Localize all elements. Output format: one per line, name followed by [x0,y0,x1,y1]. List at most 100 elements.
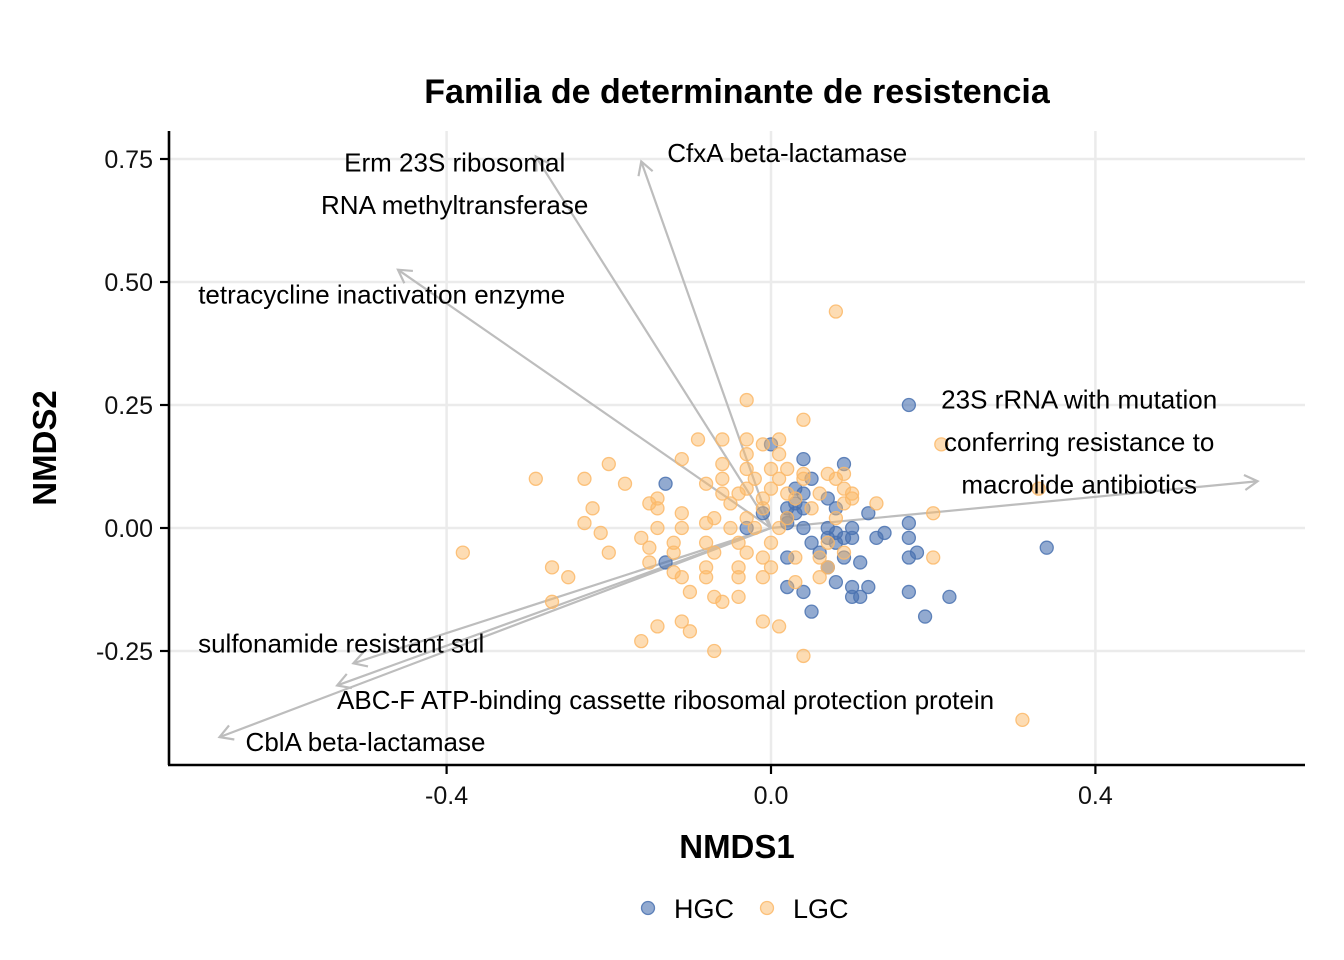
y-tick-label-2: 0.25 [104,392,153,420]
point-HGC-40 [796,584,811,600]
point-HGC-31 [901,530,917,545]
point-LGC-31 [715,456,730,472]
point-LGC-97 [682,584,698,600]
vector-label-2-0: tetracycline inactivation enzyme [198,279,565,309]
point-LGC-95 [788,574,803,590]
point-LGC-85 [642,555,657,570]
vector-line [219,526,772,739]
point-LGC-0 [828,304,844,319]
vector-arrow-6 [217,526,772,741]
point-LGC-29 [771,447,787,462]
y-tick-label-3: 0.50 [104,269,153,297]
point-LGC-91 [674,570,689,585]
point-LGC-108 [796,648,811,664]
point-LGC-5 [926,506,941,521]
point-LGC-101 [674,614,689,629]
point-LGC-104 [682,624,698,639]
arrowhead-icon [217,724,235,741]
point-LGC-84 [836,545,852,560]
point-LGC-44 [698,476,714,491]
vector-arrow-3 [770,474,1260,530]
point-HGC-49 [942,589,957,605]
point-LGC-4 [1031,481,1046,496]
point-LGC-102 [650,619,665,634]
point-LGC-10 [577,471,592,486]
point-LGC-93 [731,570,746,585]
y-tick-label-4: 0.75 [104,146,153,174]
point-LGC-105 [755,614,771,629]
point-LGC-23 [674,451,689,467]
point-LGC-15 [593,525,608,541]
data-points [455,304,1054,728]
point-LGC-68 [723,520,738,536]
point-LGC-53 [788,491,803,506]
point-LGC-51 [731,486,746,501]
point-LGC-19 [544,594,560,609]
arrowhead-icon [1243,474,1260,491]
legend-marker-LGC [759,900,775,916]
legend-marker-HGC [640,900,656,916]
point-LGC-77 [642,540,657,555]
vector-line [352,526,772,665]
arrowhead-icon [351,651,369,668]
point-LGC-92 [698,570,714,585]
x-tick-label-0: -0.4 [425,782,468,810]
vector-label-3-0: 23S rRNA with mutation [941,384,1217,414]
point-LGC-94 [755,570,771,585]
point-LGC-63 [780,511,795,526]
point-LGC-73 [698,535,714,550]
point-HGC-51 [658,555,673,570]
point-HGC-30 [901,515,917,531]
point-LGC-38 [715,471,730,486]
axes: -0.4 0.0 0.4 -0.25 0.00 0.25 0.50 0.75 [96,131,1305,810]
point-LGC-75 [763,535,779,550]
legend-label-HGC: HGC [674,894,734,924]
x-axis-title: NMDS1 [679,828,795,865]
point-LGC-40 [771,471,787,486]
point-LGC-50 [715,486,730,501]
vector-line [770,480,1258,530]
point-LGC-48 [812,486,827,501]
point-LGC-6 [926,550,941,565]
point-LGC-27 [755,437,771,452]
point-LGC-67 [698,515,714,531]
point-LGC-59 [804,501,819,516]
point-HGC-45 [853,589,868,605]
arrowhead-icon [335,673,353,690]
point-LGC-60 [674,506,689,521]
point-HGC-1 [796,451,811,467]
point-LGC-89 [763,560,779,575]
point-LGC-30 [739,447,754,462]
point-LGC-82 [788,550,803,565]
vector-label-6-0: CblA beta-lactamase [246,727,486,757]
point-LGC-107 [707,643,722,659]
point-LGC-106 [771,619,787,634]
vector-line [534,155,772,529]
point-HGC-3 [901,397,917,413]
point-LGC-13 [585,501,600,516]
point-LGC-90 [820,560,835,575]
y-axis-title: NMDS2 [26,390,63,506]
vector-arrow-4 [351,526,772,668]
point-HGC-50 [658,476,673,491]
arrowhead-icon [534,154,550,172]
point-LGC-1 [739,392,754,408]
point-LGC-55 [869,496,884,511]
point-LGC-42 [828,471,844,486]
point-LGC-80 [739,545,754,560]
point-LGC-96 [812,570,827,585]
point-HGC-46 [804,604,819,619]
point-HGC-4 [1039,540,1054,555]
vector-label-5-0: ABC-F ATP-binding cassette ribosomal pro… [337,685,994,715]
point-HGC-38 [909,545,925,560]
point-LGC-79 [707,545,722,560]
point-HGC-26 [844,530,860,545]
chart-title: Familia de determinante de resistencia [424,73,1051,111]
legend-item-LGC: LGC [759,894,849,924]
point-HGC-35 [853,555,868,570]
point-LGC-69 [747,520,762,536]
point-LGC-17 [544,560,560,575]
point-LGC-74 [731,535,746,550]
point-LGC-32 [739,461,754,477]
